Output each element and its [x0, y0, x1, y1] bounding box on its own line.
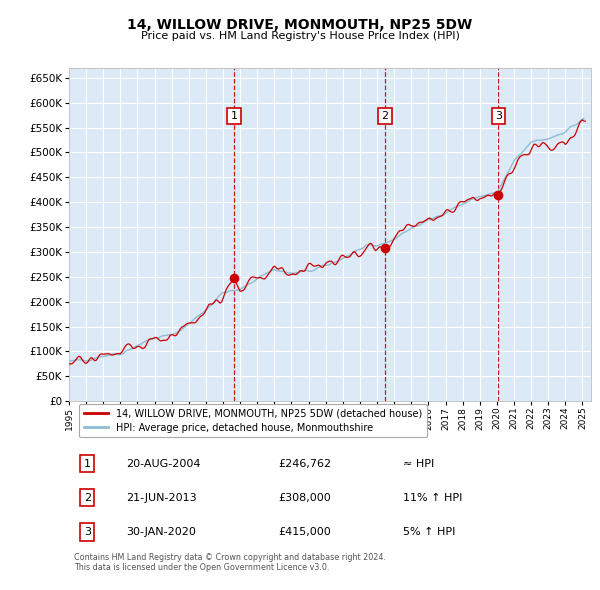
Text: 2: 2	[382, 111, 389, 121]
Text: 3: 3	[84, 527, 91, 537]
Text: 20-AUG-2004: 20-AUG-2004	[127, 458, 201, 468]
Text: 21-JUN-2013: 21-JUN-2013	[127, 493, 197, 503]
Text: 1: 1	[230, 111, 238, 121]
Text: Contains HM Land Registry data © Crown copyright and database right 2024.
This d: Contains HM Land Registry data © Crown c…	[74, 553, 386, 572]
Text: ≈ HPI: ≈ HPI	[403, 458, 434, 468]
Text: 14, WILLOW DRIVE, MONMOUTH, NP25 5DW: 14, WILLOW DRIVE, MONMOUTH, NP25 5DW	[127, 18, 473, 32]
Text: £415,000: £415,000	[278, 527, 331, 537]
Text: £308,000: £308,000	[278, 493, 331, 503]
Text: 1: 1	[84, 458, 91, 468]
Text: 30-JAN-2020: 30-JAN-2020	[127, 527, 196, 537]
Text: 2: 2	[84, 493, 91, 503]
Text: 3: 3	[495, 111, 502, 121]
Text: 5% ↑ HPI: 5% ↑ HPI	[403, 527, 455, 537]
Text: £246,762: £246,762	[278, 458, 331, 468]
Legend: 14, WILLOW DRIVE, MONMOUTH, NP25 5DW (detached house), HPI: Average price, detac: 14, WILLOW DRIVE, MONMOUTH, NP25 5DW (de…	[79, 404, 427, 437]
Text: Price paid vs. HM Land Registry's House Price Index (HPI): Price paid vs. HM Land Registry's House …	[140, 31, 460, 41]
Text: 11% ↑ HPI: 11% ↑ HPI	[403, 493, 463, 503]
